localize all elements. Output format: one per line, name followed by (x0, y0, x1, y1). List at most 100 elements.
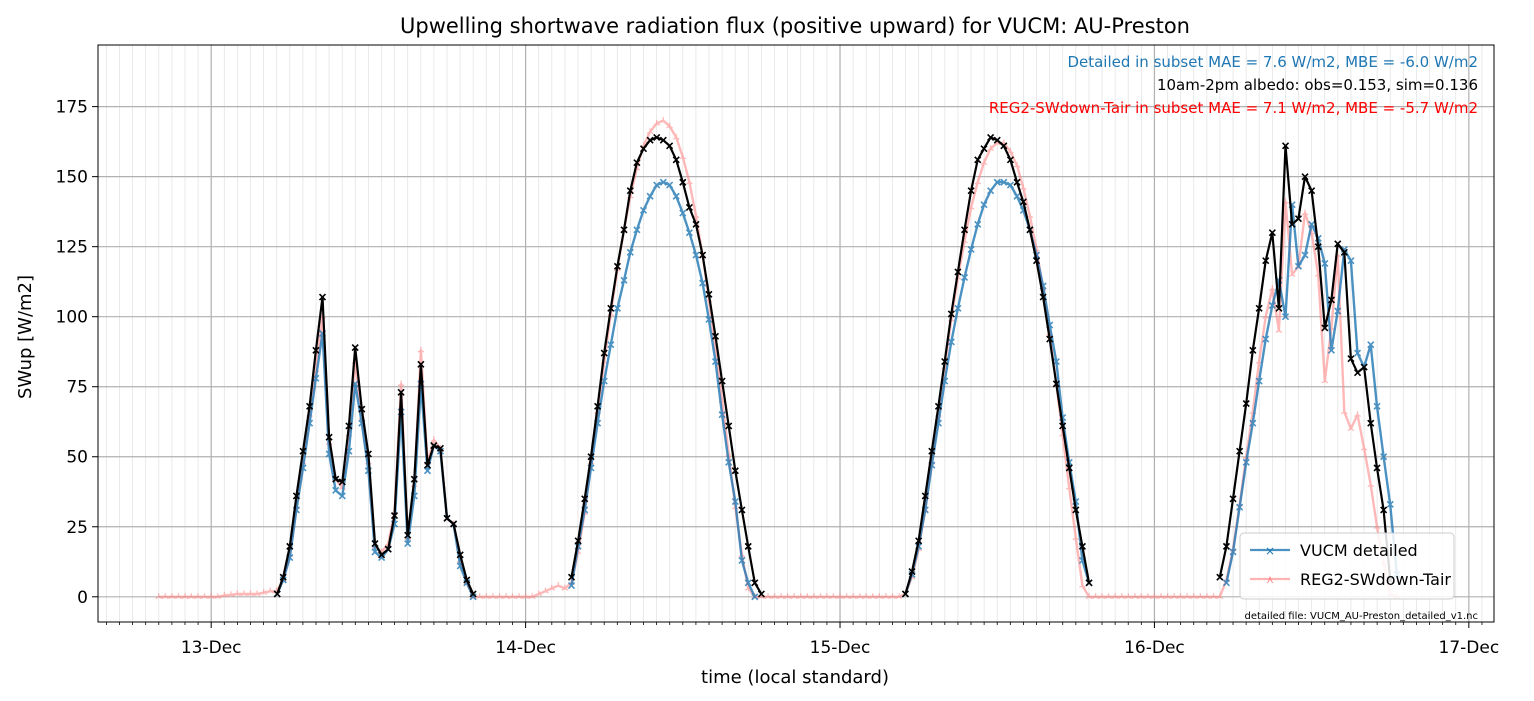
data-point (685, 229, 693, 237)
data-point (1347, 257, 1355, 265)
data-point (921, 492, 929, 500)
data-point (823, 593, 831, 600)
data-point (817, 593, 824, 600)
data-point (1301, 209, 1309, 216)
data-point (869, 593, 877, 600)
legend-marker-detailed: × (1265, 544, 1275, 558)
data-point (279, 573, 287, 581)
data-point (528, 593, 536, 600)
data-point (947, 310, 955, 318)
data-point (1144, 593, 1152, 600)
data-point (646, 136, 654, 144)
data-point (338, 478, 346, 486)
data-point (1196, 593, 1204, 600)
series-observed (273, 133, 1394, 598)
data-point (1288, 271, 1296, 277)
data-point (201, 593, 208, 600)
data-point (567, 582, 576, 590)
data-point (1137, 593, 1145, 600)
data-point (390, 511, 399, 520)
data-point (711, 332, 720, 340)
data-point (882, 593, 890, 600)
data-point (993, 178, 1001, 186)
data-point (980, 145, 988, 153)
data-point (535, 590, 543, 597)
data-point (987, 133, 995, 141)
minor-gridlines (105, 45, 1483, 622)
data-point (476, 593, 484, 600)
data-point (1177, 593, 1184, 600)
data-point (987, 187, 995, 195)
data-point (1353, 369, 1362, 377)
data-point (738, 556, 746, 564)
data-point (1281, 142, 1290, 150)
data-point (1255, 377, 1263, 385)
data-point (1327, 346, 1336, 354)
data-point (666, 122, 673, 129)
data-point (1268, 229, 1276, 237)
data-point (430, 441, 438, 450)
data-point (974, 220, 982, 228)
data-point (214, 593, 222, 600)
data-point (744, 542, 752, 550)
data-point (784, 593, 791, 600)
data-point (790, 593, 798, 600)
data-point (168, 593, 176, 600)
y-tick-label: 125 (56, 238, 88, 258)
data-point (1222, 542, 1230, 550)
data-point (666, 181, 674, 189)
data-point (463, 576, 471, 584)
data-point (1275, 304, 1283, 312)
data-point (1026, 226, 1034, 234)
data-point (1308, 220, 1316, 228)
data-point (1262, 257, 1270, 265)
data-point (672, 133, 680, 140)
data-point (738, 506, 746, 514)
data-point (803, 593, 811, 600)
data-point (633, 226, 641, 234)
data-point (705, 290, 713, 298)
data-point (581, 495, 589, 503)
data-point (653, 119, 661, 126)
data-point (456, 551, 464, 559)
data-point (692, 220, 700, 228)
data-point (1164, 593, 1172, 600)
data-point (417, 360, 425, 368)
legend-label-detailed: VUCM detailed (1300, 541, 1418, 560)
data-point (594, 402, 602, 410)
data-point (607, 304, 615, 312)
data-point (1006, 181, 1014, 189)
data-point (1360, 363, 1368, 371)
data-point (1360, 444, 1368, 451)
data-point (1013, 178, 1021, 186)
data-point (1314, 243, 1322, 251)
data-point (1321, 324, 1329, 332)
data-point (960, 226, 969, 234)
data-point (1236, 503, 1244, 511)
data-point (1373, 523, 1381, 530)
data-point (542, 587, 549, 594)
data-point (1373, 464, 1381, 472)
data-point (1210, 593, 1217, 600)
data-point (299, 447, 307, 455)
y-tick-label: 150 (56, 168, 88, 188)
y-tick-label: 75 (66, 378, 88, 398)
data-point (1255, 304, 1263, 312)
data-point (548, 584, 556, 591)
data-point (404, 531, 412, 539)
data-point (718, 377, 726, 385)
data-point (980, 201, 988, 209)
data-point (1249, 419, 1257, 427)
data-point (751, 593, 759, 601)
data-point (1072, 534, 1080, 541)
data-point (777, 593, 785, 600)
data-point (496, 593, 503, 600)
data-point (626, 248, 634, 256)
data-point (659, 178, 667, 186)
data-point (423, 467, 432, 475)
data-point (1294, 215, 1302, 223)
legend: × VUCM detailed ⋏ REG2-SWdown-Tair (1239, 532, 1455, 600)
data-point (1039, 293, 1047, 301)
data-point (318, 293, 327, 301)
data-point (1092, 593, 1100, 600)
